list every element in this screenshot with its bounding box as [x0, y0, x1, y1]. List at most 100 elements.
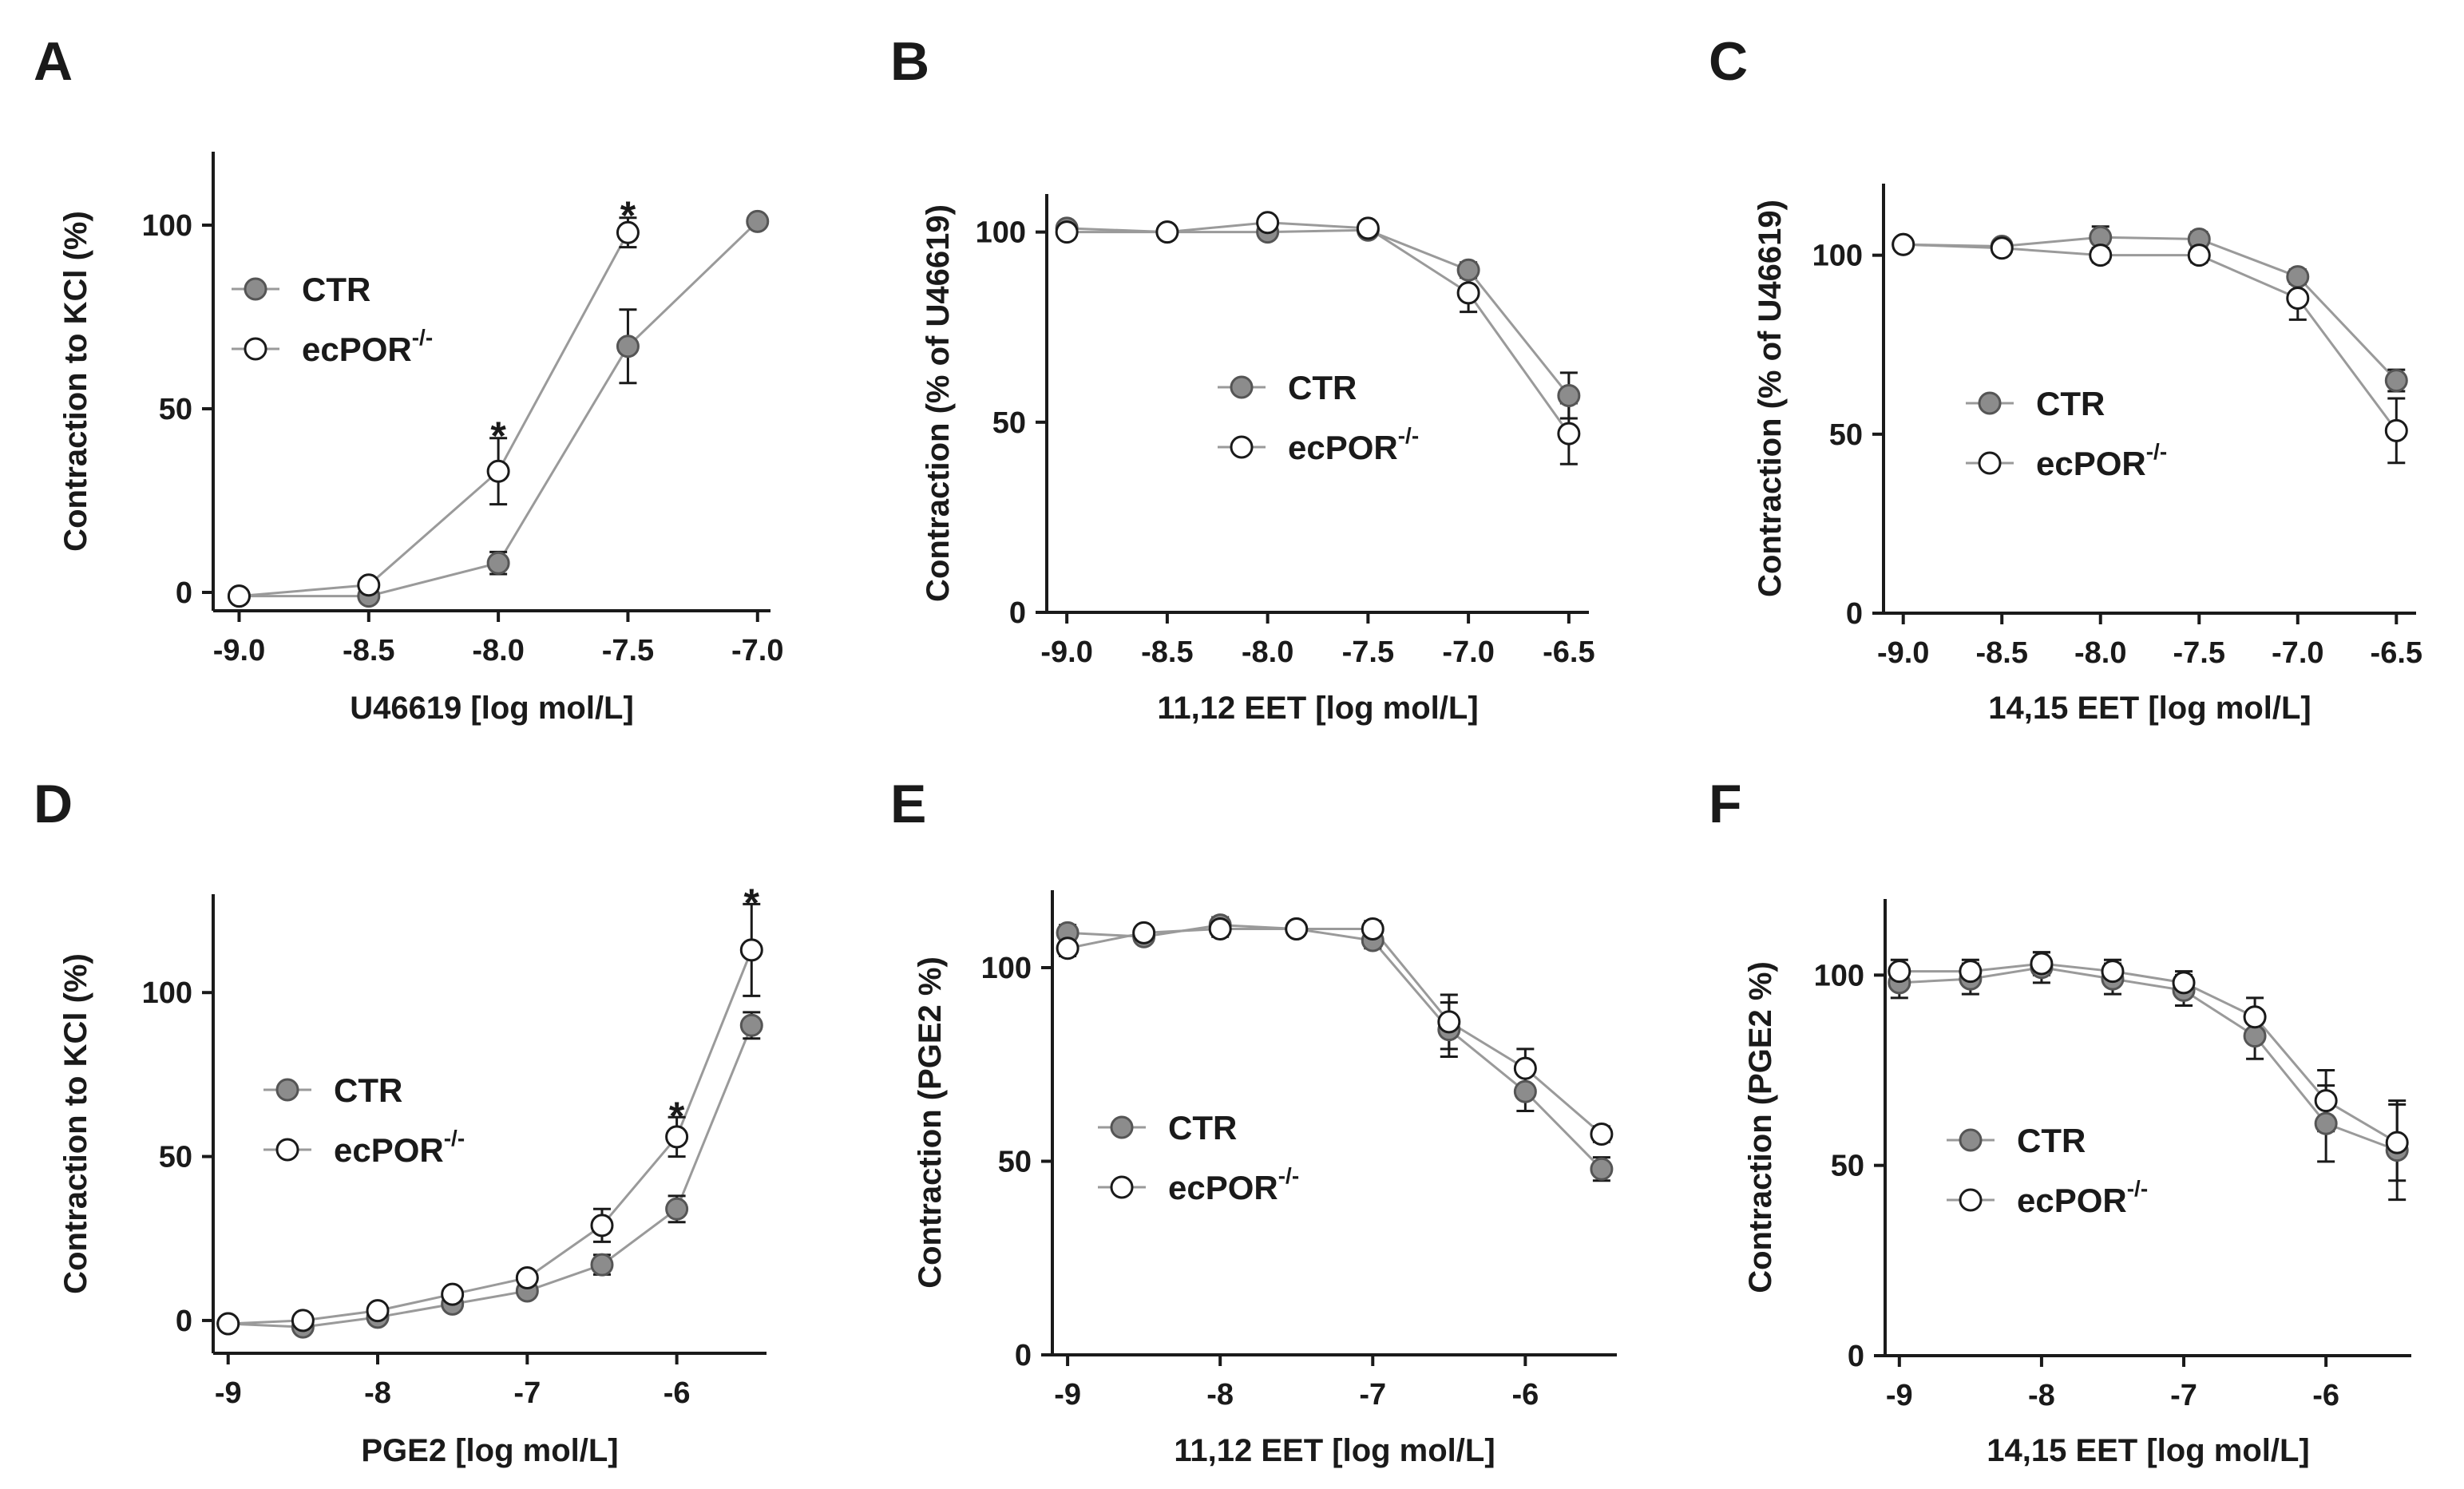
data-point-ecpor — [1256, 211, 1280, 235]
panel-letter: A — [34, 31, 73, 92]
legend: CTR ecPOR-/- — [1966, 385, 2167, 482]
legend-label-ecpor: ecPOR-/- — [2017, 1176, 2148, 1219]
y-tick-label: 50 — [1829, 418, 1863, 452]
legend-label-ecpor: ecPOR-/- — [1288, 423, 1419, 466]
data-point-ecpor — [1356, 216, 1380, 240]
x-axis-title: PGE2 [log mol/L] — [361, 1433, 618, 1468]
legend-label-superscript: -/- — [2146, 439, 2167, 464]
panel-letter: F — [1709, 774, 1742, 834]
y-axis-title: Contraction to KCl (%) — [58, 953, 93, 1294]
y-axis-title: Contraction (% of U46619) — [921, 204, 956, 602]
y-tick-label: 0 — [1848, 1340, 1864, 1373]
y-tick-label: 50 — [159, 393, 192, 426]
data-point-ctr — [2384, 369, 2408, 393]
x-tick-label: -8.5 — [1975, 636, 2027, 670]
series-line-ctr — [1899, 966, 2398, 1152]
data-point-ctr — [1456, 258, 1480, 282]
data-point-ctr — [2286, 265, 2310, 289]
x-tick-label: -7 — [2170, 1379, 2197, 1412]
y-tick-label: 50 — [998, 1146, 1032, 1179]
panel-letter: D — [34, 774, 73, 834]
legend: CTR ecPOR-/- — [1098, 1109, 1299, 1206]
x-tick-label: -7.5 — [1342, 636, 1394, 669]
legend-marker-ecpor — [1110, 1175, 1134, 1199]
data-point-ecpor — [1892, 232, 1915, 256]
x-tick-label: -6 — [1511, 1378, 1539, 1412]
x-axis-title: 11,12 EET [log mol/L] — [1157, 691, 1478, 726]
x-tick-label: -9 — [215, 1376, 242, 1410]
x-tick-label: -8.0 — [472, 634, 524, 667]
series-line-ecpor — [1067, 221, 1571, 434]
legend-marker-ctr — [1110, 1115, 1134, 1139]
y-tick-label: 100 — [142, 976, 192, 1010]
x-axis-title: U46619 [log mol/L] — [350, 691, 634, 726]
x-tick-label: -6.5 — [2371, 636, 2422, 670]
y-tick-label: 0 — [176, 576, 192, 610]
series-line-ctr — [228, 1024, 753, 1329]
y-tick-label: 0 — [1846, 597, 1863, 631]
y-tick-label: 100 — [976, 216, 1026, 250]
significance-star: * — [744, 881, 760, 925]
x-axis-title: 14,15 EET [log mol/L] — [1987, 1433, 2310, 1468]
series-line-ecpor — [1903, 243, 2398, 432]
x-tick-label: -9.0 — [213, 634, 265, 667]
data-point-ecpor — [2172, 971, 2196, 995]
data-point-ecpor — [1456, 281, 1480, 305]
data-point-ecpor — [357, 573, 381, 597]
legend-marker-ecpor — [1959, 1188, 1983, 1212]
data-point-ecpor — [2243, 1005, 2267, 1029]
x-tick-label: -8 — [1206, 1378, 1234, 1412]
panel-e: E 0 50 100 -9 -8 -7 -6 11,12 EET [log mol/L] Cont… — [890, 774, 1617, 1468]
y-axis-title: Contraction (% of U46619) — [1753, 200, 1788, 597]
legend-marker-ctr — [1230, 375, 1254, 399]
series-line-ecpor — [1067, 928, 1602, 1135]
y-axis-title: Contraction to KCl (%) — [58, 211, 93, 552]
data-point-ecpor — [1437, 1010, 1461, 1034]
panel-a: A 0 50 100 -9.0 -8.5 -8.0 -7.5 -7.0 U46619 [log m… — [34, 31, 784, 726]
legend-label-ctr: CTR — [334, 1071, 402, 1109]
data-point-ecpor — [1208, 917, 1232, 941]
legend-marker-ecpor — [1978, 451, 2002, 475]
legend: CTR ecPOR-/- — [1947, 1122, 2148, 1219]
panel-letter: B — [890, 31, 929, 92]
legend-marker-ecpor — [244, 337, 267, 361]
data-point-ctr — [2243, 1024, 2267, 1048]
x-tick-label: -7.0 — [731, 634, 783, 667]
data-point-ecpor — [2286, 286, 2310, 310]
legend-label-superscript: -/- — [444, 1126, 465, 1150]
legend-label-superscript: -/- — [412, 325, 433, 350]
panel-f: F 0 50 100 -9 -8 -7 -614,15 EET [log mol/L] Cont… — [1709, 774, 2411, 1468]
data-point-ecpor — [2314, 1089, 2338, 1113]
data-point-ecpor — [2384, 418, 2408, 442]
data-point-ctr — [2314, 1111, 2338, 1135]
series-line-ctr — [1903, 236, 2398, 382]
x-tick-label: -7.5 — [602, 634, 654, 667]
legend: CTR ecPOR-/- — [1218, 369, 1419, 466]
legend: CTR ecPOR-/- — [263, 1071, 465, 1169]
y-tick-label: 100 — [981, 952, 1032, 985]
data-point-ctr — [746, 209, 770, 233]
data-point-ecpor — [2187, 244, 2211, 267]
x-tick-label: -7 — [513, 1376, 541, 1410]
data-point-ecpor — [1132, 921, 1156, 944]
y-tick-label: 0 — [1015, 1339, 1032, 1372]
data-point-ecpor — [1959, 960, 1983, 984]
y-tick-label: 50 — [992, 406, 1026, 440]
data-point-ecpor — [616, 220, 640, 244]
data-point-ctr — [590, 1253, 614, 1277]
legend-label-ecpor: ecPOR-/- — [302, 325, 433, 368]
data-point-ecpor — [515, 1266, 539, 1290]
panel-letter: E — [890, 774, 926, 834]
legend-marker-ecpor — [275, 1138, 299, 1162]
significance-star: * — [620, 193, 636, 238]
data-point-ecpor — [1557, 422, 1581, 446]
y-tick-label: 0 — [1009, 596, 1026, 630]
data-point-ecpor — [486, 459, 510, 483]
legend-label-ecpor: ecPOR-/- — [1168, 1163, 1299, 1206]
x-tick-label: -6 — [2312, 1379, 2339, 1412]
data-point-ecpor — [1056, 937, 1079, 960]
x-tick-label: -7 — [1359, 1378, 1386, 1412]
legend-label-superscript: -/- — [2127, 1176, 2148, 1201]
y-axis-title: Contraction (PGE2 %) — [913, 956, 948, 1289]
